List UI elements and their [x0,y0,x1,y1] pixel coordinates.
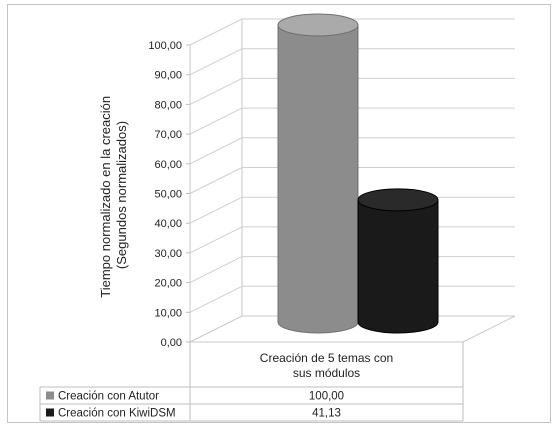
y-tick-label: 70,00 [154,129,182,141]
gridline-side [189,167,243,194]
legend-entry: Creación con Atutor [58,391,159,403]
y-axis-label-line-2: (Segundos normalizados) [114,121,129,269]
legend-key [46,391,54,400]
gridline-side [189,285,243,313]
gridline-side [189,77,243,105]
y-tick-label: 30,00 [154,248,182,260]
y-tick-label: 50,00 [154,189,182,201]
y-tick-label: 60,00 [154,159,182,171]
gridline-side [189,48,243,76]
table-value: 41,13 [312,408,341,420]
category-label: Creación de 5 temas con [260,351,393,365]
floor [189,315,516,343]
gridline-side [189,137,243,165]
bar-kiwidsm [357,188,439,334]
y-tick-label: 10,00 [154,307,182,319]
legend-key [46,408,54,417]
y-tick-label: 20,00 [154,278,182,290]
y-axis-label-line-1: Tiempo normalizado en la creación [98,96,113,298]
bar-body [277,24,359,334]
legend-entry: Creación con KiwiDSM [58,408,176,420]
bar-body [357,199,439,334]
table-value: 100,00 [309,391,344,403]
y-tick-labels: 0,00 10,00 20,00 30,00 40,00 50,00 60,00 70,00 8… [148,40,182,349]
y-tick-label: 0,00 [161,337,182,349]
y-axis-label: Tiempo normalizado en la creación (Segun… [98,92,129,297]
bar-top [277,13,359,37]
bar-atutor [277,13,359,334]
gridline-side [189,256,243,284]
gridline-side [189,196,243,224]
y-tick-label: 90,00 [154,70,182,82]
y-tick-label: 100,00 [148,40,182,52]
gridline-side [189,18,243,46]
bars [277,13,439,334]
category-label: sus módulos [293,366,360,380]
gridline-side [189,226,243,254]
y-tick-label: 40,00 [154,218,182,230]
bar-top [357,188,439,212]
y-tick-label: 80,00 [154,99,182,111]
gridline-side [189,107,243,135]
